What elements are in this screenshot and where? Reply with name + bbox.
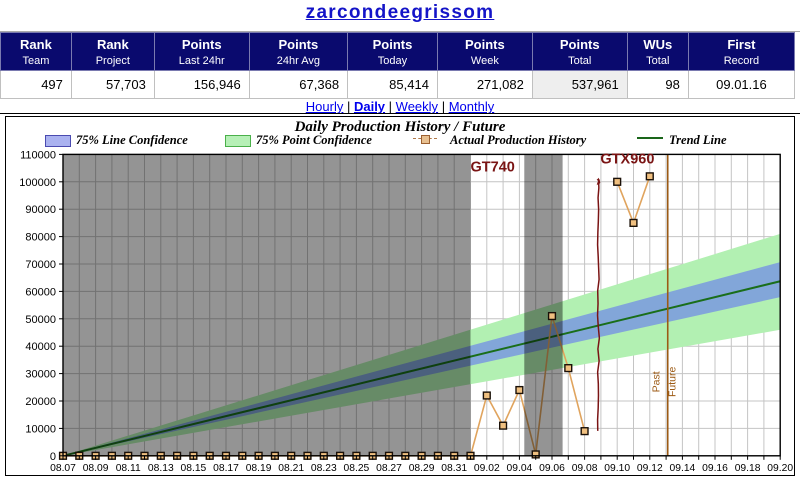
svg-text:08.17: 08.17 [213,463,239,474]
svg-text:08.13: 08.13 [148,463,174,474]
svg-text:08.27: 08.27 [376,463,402,474]
svg-text:Future: Future [667,366,679,397]
svg-text:08.09: 08.09 [83,463,109,474]
svg-text:08.15: 08.15 [181,463,207,474]
svg-text:09.16: 09.16 [702,463,728,474]
svg-text:100000: 100000 [19,177,56,189]
svg-text:08.21: 08.21 [278,463,304,474]
svg-text:09.20: 09.20 [767,463,793,474]
svg-text:08.23: 08.23 [311,463,337,474]
svg-text:10000: 10000 [25,423,56,435]
svg-text:GTX960: GTX960 [600,151,654,167]
svg-text:60000: 60000 [25,286,56,298]
svg-text:09.12: 09.12 [637,463,663,474]
svg-text:09.06: 09.06 [539,463,565,474]
svg-text:20000: 20000 [25,396,56,408]
svg-text:09.18: 09.18 [735,463,761,474]
svg-text:90000: 90000 [25,204,56,216]
svg-text:09.02: 09.02 [474,463,500,474]
svg-text:08.31: 08.31 [441,463,467,474]
svg-text:40000: 40000 [25,341,56,353]
svg-text:08.11: 08.11 [116,463,141,474]
svg-text:70000: 70000 [25,259,56,271]
svg-text:GT740: GT740 [471,159,515,175]
svg-text:08.25: 08.25 [344,463,370,474]
svg-text:08.07: 08.07 [50,463,76,474]
svg-text:0: 0 [50,451,56,463]
svg-text:80000: 80000 [25,232,56,244]
svg-text:Past: Past [651,371,663,392]
svg-text:09.14: 09.14 [670,463,696,474]
svg-text:09.04: 09.04 [507,463,533,474]
svg-text:30000: 30000 [25,369,56,381]
svg-text:110000: 110000 [20,149,56,161]
svg-text:50000: 50000 [25,314,56,326]
svg-text:09.08: 09.08 [572,463,598,474]
svg-text:08.29: 08.29 [409,463,435,474]
svg-text:09.10: 09.10 [604,463,630,474]
svg-text:08.19: 08.19 [246,463,272,474]
